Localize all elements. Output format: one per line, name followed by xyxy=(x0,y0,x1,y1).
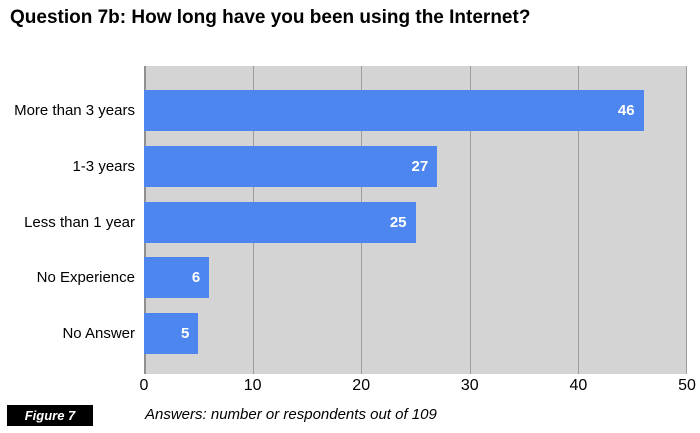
bar-track: 6 xyxy=(144,257,687,299)
bar: 25 xyxy=(144,201,416,243)
bar-value-label: 46 xyxy=(617,102,635,119)
bar-rows: More than 3 years 46 1-3 years 27 Less than … xyxy=(0,66,687,374)
x-axis: 0 10 20 30 40 50 xyxy=(0,377,700,397)
bar-value-label: 25 xyxy=(389,213,407,231)
x-tick-label: 10 xyxy=(243,377,262,394)
category-label: No Experience xyxy=(36,269,135,287)
bar-track: 5 xyxy=(144,313,687,354)
x-tick-label: 40 xyxy=(569,377,588,394)
x-tick-label: 30 xyxy=(460,377,479,394)
chart-title: Question 7b: How long have you been usin… xyxy=(10,7,531,28)
bar-value-label: 5 xyxy=(180,325,190,342)
bar: 5 xyxy=(144,313,199,354)
bar-chart: More than 3 years 46 1-3 years 27 Less than … xyxy=(0,66,687,374)
gridline-40 xyxy=(577,66,579,374)
category-label: 1-3 years xyxy=(72,157,135,175)
figure-label-box: Figure 7 xyxy=(7,405,93,426)
bar-track: 46 xyxy=(144,90,687,131)
chart-caption: Answers: number or respondents out of 10… xyxy=(145,406,437,423)
bar-track: 25 xyxy=(144,201,687,243)
gridline-50 xyxy=(686,66,687,374)
x-tick-label: 20 xyxy=(352,377,371,394)
bar: 27 xyxy=(144,145,438,187)
bar-track: 27 xyxy=(144,145,687,187)
figure-label: Figure 7 xyxy=(24,408,76,423)
x-tick-label: 50 xyxy=(678,377,696,394)
bar-row: No Experience 6 xyxy=(0,257,687,299)
bar-row: No Answer 5 xyxy=(0,313,687,354)
bar: 6 xyxy=(144,257,210,299)
category-label: More than 3 years xyxy=(14,102,135,119)
bar-row: Less than 1 year 25 xyxy=(0,201,687,243)
bar-value-label: 27 xyxy=(411,157,429,175)
bar-row: 1-3 years 27 xyxy=(0,145,687,187)
bar: 46 xyxy=(144,90,644,131)
category-label: No Answer xyxy=(62,325,135,342)
bar-row: More than 3 years 46 xyxy=(0,90,687,131)
category-label: Less than 1 year xyxy=(24,213,135,231)
x-tick-label: 0 xyxy=(139,377,149,394)
gridline-30 xyxy=(469,66,471,374)
bar-value-label: 6 xyxy=(191,269,201,287)
